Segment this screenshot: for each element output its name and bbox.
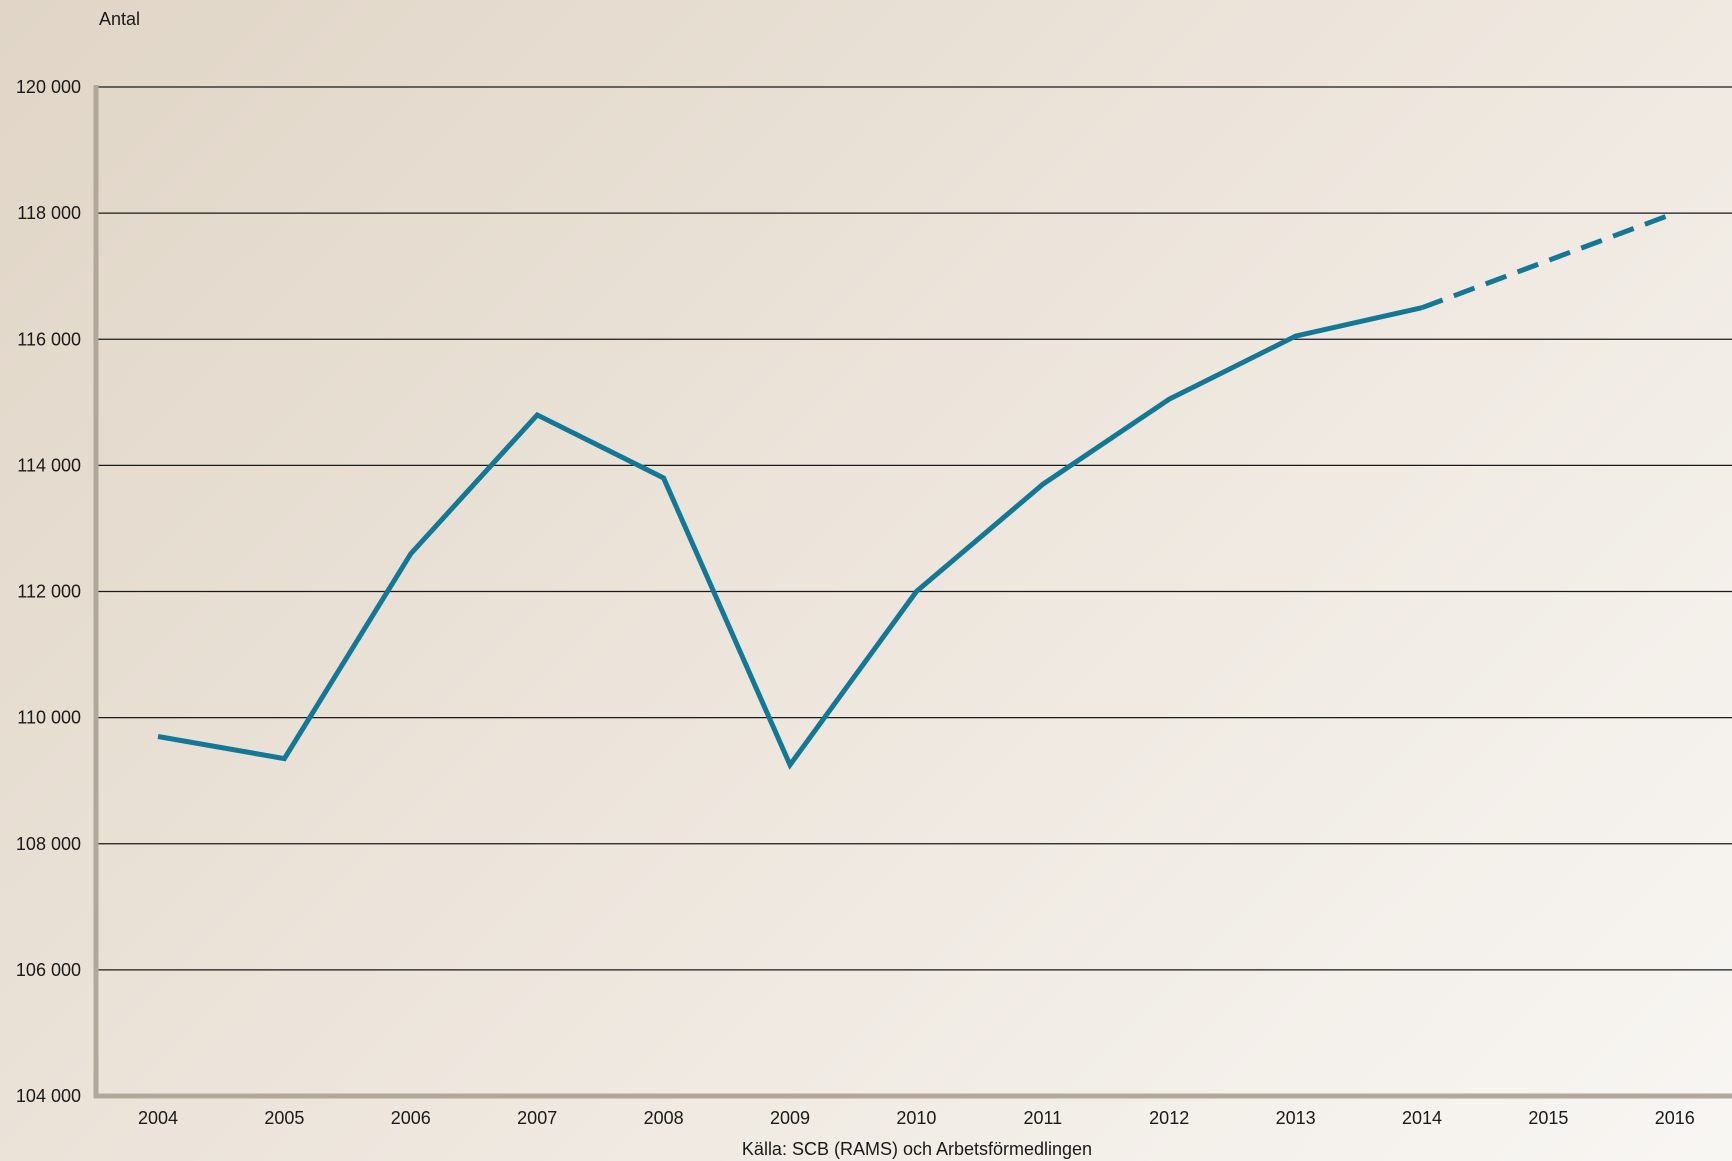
x-tick-label: 2011	[1023, 1108, 1062, 1128]
y-axis-title: Antal	[99, 9, 140, 29]
y-tick-label: 108 000	[16, 834, 81, 854]
gridlines	[96, 86, 1732, 971]
x-tick-label: 2009	[770, 1108, 810, 1128]
y-tick-label: 114 000	[17, 455, 81, 475]
series-lines	[157, 210, 1676, 770]
x-tick-label: 2014	[1402, 1108, 1442, 1128]
y-tick-labels: 104 000 106 000 108 000 110 000 112 000 114 0…	[16, 77, 81, 1106]
x-tick-label: 2005	[264, 1108, 304, 1128]
y-tick-label: 120 000	[16, 77, 81, 97]
y-tick-label: 110 000	[17, 708, 81, 728]
x-tick-label: 2006	[391, 1108, 431, 1128]
x-tick-label: 2010	[896, 1108, 936, 1128]
axes	[93, 85, 1732, 1099]
y-tick-label: 116 000	[17, 329, 81, 349]
source-note: Källa: SCB (RAMS) och Arbetsförmedlingen	[742, 1139, 1092, 1159]
y-tick-label: 106 000	[16, 960, 81, 980]
forecast-line	[1421, 210, 1676, 311]
x-tick-label: 2015	[1528, 1108, 1568, 1128]
x-tick-label: 2013	[1276, 1108, 1316, 1128]
x-tick-label: 2007	[517, 1108, 557, 1128]
x-tick-label: 2016	[1655, 1108, 1695, 1128]
y-tick-label: 104 000	[16, 1086, 81, 1106]
x-tick-label: 2004	[138, 1108, 178, 1128]
x-tick-label: 2012	[1149, 1108, 1189, 1128]
data-line	[157, 305, 1423, 770]
y-tick-label: 112 000	[17, 582, 81, 602]
x-tick-label: 2008	[644, 1108, 684, 1128]
y-tick-label: 118 000	[17, 203, 81, 223]
x-tick-labels: 2004 2005 2006 2007 2008 2009 2010 2011 2012 2013…	[138, 1108, 1695, 1128]
